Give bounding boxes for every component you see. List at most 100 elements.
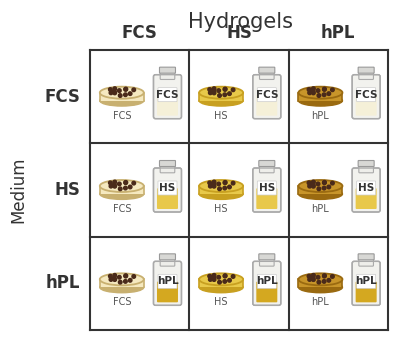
- Ellipse shape: [298, 282, 342, 293]
- Circle shape: [312, 274, 315, 277]
- Circle shape: [113, 184, 116, 188]
- Text: hPL: hPL: [355, 276, 377, 286]
- Text: FCS: FCS: [156, 90, 179, 100]
- Circle shape: [217, 276, 220, 279]
- Circle shape: [331, 275, 334, 278]
- Circle shape: [228, 92, 231, 96]
- FancyBboxPatch shape: [257, 181, 276, 195]
- Circle shape: [223, 93, 226, 97]
- Text: hPL: hPL: [312, 297, 329, 307]
- Text: Hydrogels: Hydrogels: [188, 12, 292, 32]
- Circle shape: [323, 274, 326, 278]
- Circle shape: [124, 274, 128, 278]
- Circle shape: [323, 87, 326, 91]
- Circle shape: [109, 91, 113, 95]
- FancyBboxPatch shape: [253, 168, 281, 212]
- Ellipse shape: [298, 95, 342, 106]
- FancyBboxPatch shape: [358, 160, 374, 166]
- FancyBboxPatch shape: [160, 254, 176, 260]
- Text: FCS: FCS: [256, 90, 278, 100]
- Circle shape: [118, 280, 122, 284]
- Circle shape: [316, 182, 320, 186]
- FancyBboxPatch shape: [158, 181, 177, 195]
- Circle shape: [113, 180, 116, 184]
- Text: FCS: FCS: [112, 204, 131, 214]
- Text: HS: HS: [214, 297, 228, 307]
- Circle shape: [212, 180, 216, 184]
- FancyBboxPatch shape: [160, 258, 175, 266]
- Circle shape: [312, 91, 315, 95]
- FancyBboxPatch shape: [160, 67, 176, 73]
- Circle shape: [322, 87, 326, 91]
- FancyBboxPatch shape: [158, 88, 177, 102]
- Circle shape: [308, 184, 312, 188]
- Circle shape: [128, 185, 132, 189]
- Circle shape: [124, 181, 128, 184]
- FancyBboxPatch shape: [160, 71, 175, 79]
- Circle shape: [113, 91, 116, 95]
- Ellipse shape: [298, 273, 342, 285]
- Circle shape: [112, 183, 116, 186]
- Circle shape: [327, 92, 331, 96]
- Circle shape: [218, 94, 221, 97]
- FancyBboxPatch shape: [357, 181, 376, 195]
- Circle shape: [109, 184, 113, 188]
- Text: FCS: FCS: [44, 88, 80, 106]
- FancyBboxPatch shape: [157, 95, 178, 116]
- FancyBboxPatch shape: [359, 71, 374, 79]
- Circle shape: [307, 88, 311, 91]
- Polygon shape: [298, 93, 342, 101]
- Ellipse shape: [199, 180, 243, 192]
- FancyBboxPatch shape: [260, 258, 274, 266]
- FancyBboxPatch shape: [352, 261, 380, 305]
- Circle shape: [308, 91, 312, 95]
- Circle shape: [124, 280, 127, 283]
- Circle shape: [327, 185, 331, 189]
- Circle shape: [223, 186, 226, 190]
- Ellipse shape: [298, 180, 342, 192]
- Circle shape: [231, 181, 235, 185]
- Circle shape: [113, 274, 116, 277]
- FancyBboxPatch shape: [256, 281, 277, 302]
- FancyBboxPatch shape: [157, 188, 178, 209]
- FancyBboxPatch shape: [154, 168, 182, 212]
- Polygon shape: [199, 186, 243, 194]
- FancyBboxPatch shape: [359, 258, 374, 266]
- Circle shape: [316, 89, 320, 93]
- Circle shape: [217, 182, 220, 186]
- Circle shape: [223, 274, 227, 278]
- FancyBboxPatch shape: [260, 164, 274, 173]
- FancyBboxPatch shape: [358, 67, 374, 73]
- Ellipse shape: [100, 95, 144, 106]
- Polygon shape: [199, 279, 243, 287]
- Ellipse shape: [199, 282, 243, 293]
- Text: HS: HS: [54, 181, 80, 199]
- FancyBboxPatch shape: [154, 261, 182, 305]
- Circle shape: [118, 187, 122, 191]
- Text: FCS: FCS: [355, 90, 377, 100]
- Circle shape: [316, 276, 320, 279]
- Circle shape: [223, 87, 227, 91]
- FancyBboxPatch shape: [256, 188, 277, 209]
- Circle shape: [223, 274, 227, 278]
- Circle shape: [124, 87, 128, 91]
- Circle shape: [132, 88, 136, 92]
- Circle shape: [212, 278, 216, 281]
- Ellipse shape: [100, 188, 144, 199]
- FancyBboxPatch shape: [260, 71, 274, 79]
- Polygon shape: [298, 279, 342, 287]
- Text: hPL: hPL: [312, 204, 329, 214]
- Circle shape: [212, 276, 216, 280]
- Circle shape: [317, 94, 321, 97]
- Circle shape: [223, 280, 226, 283]
- Circle shape: [231, 88, 235, 92]
- Circle shape: [312, 180, 315, 184]
- Circle shape: [218, 187, 221, 191]
- Text: hPL: hPL: [312, 111, 329, 121]
- Circle shape: [124, 87, 128, 91]
- Circle shape: [108, 181, 112, 185]
- Ellipse shape: [100, 180, 144, 192]
- FancyBboxPatch shape: [259, 254, 275, 260]
- FancyBboxPatch shape: [357, 274, 376, 288]
- FancyBboxPatch shape: [253, 75, 281, 119]
